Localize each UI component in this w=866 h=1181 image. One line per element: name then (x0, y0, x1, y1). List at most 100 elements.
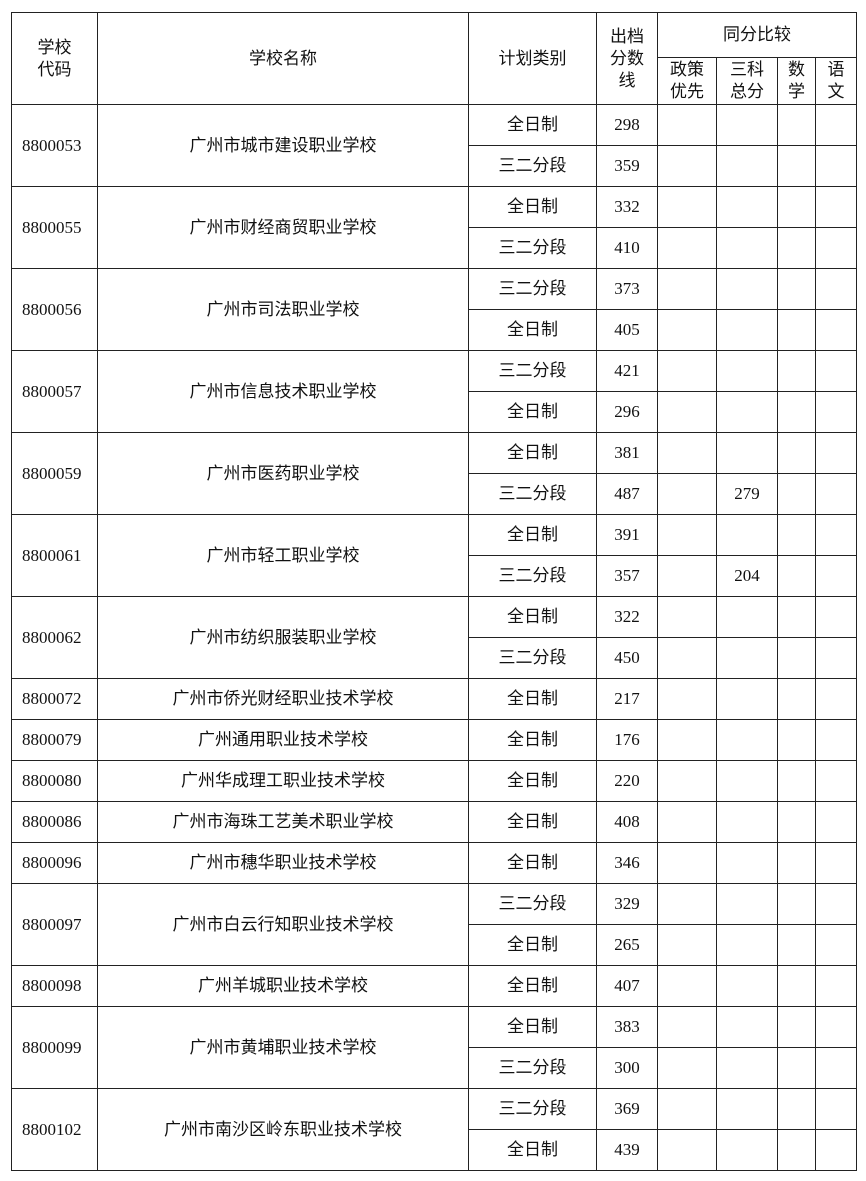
school-name: 广州市白云行知职业技术学校 (97, 883, 469, 966)
plan-type: 全日制 (468, 760, 597, 802)
header-chinese: 语文 (815, 57, 857, 105)
cutoff-score: 383 (596, 1006, 658, 1048)
chinese-score (815, 391, 857, 433)
school-name: 广州羊城职业技术学校 (97, 965, 469, 1007)
policy-priority (657, 842, 717, 884)
three-subject-total (716, 1088, 778, 1130)
policy-priority (657, 309, 717, 351)
school-name: 广州市南沙区岭东职业技术学校 (97, 1088, 469, 1171)
chinese-score (815, 760, 857, 802)
table-row: 8800053 广州市城市建设职业学校 全日制 298 (11, 104, 857, 187)
math-score (777, 719, 816, 761)
policy-priority (657, 391, 717, 433)
chinese-score (815, 719, 857, 761)
three-subject-total: 204 (716, 555, 778, 597)
table-row: 三二分段 357 204 (12, 555, 857, 597)
table-row: 8800062 广州市纺织服装职业学校 全日制 322 (11, 596, 857, 679)
policy-priority (657, 719, 717, 761)
math-score (777, 227, 816, 269)
three-subject-total (716, 391, 778, 433)
chinese-score (815, 1129, 857, 1171)
cutoff-score: 381 (596, 432, 658, 474)
policy-priority (657, 350, 717, 392)
math-score (777, 965, 816, 1007)
table-row: 8800072 广州市侨光财经职业技术学校 全日制 217 (11, 678, 857, 720)
cutoff-score: 296 (596, 391, 658, 433)
table-row: 8800096 广州市穗华职业技术学校 全日制 346 (11, 842, 857, 884)
school-code: 8800098 (11, 965, 98, 1007)
plan-type: 三二分段 (468, 145, 597, 187)
cutoff-score: 176 (596, 719, 658, 761)
plan-type: 三二分段 (468, 1047, 597, 1089)
math-score (777, 924, 816, 966)
three-subject-total (716, 227, 778, 269)
header-school-code-label: 学校代码 (37, 37, 72, 79)
cutoff-score: 373 (596, 268, 658, 310)
table-row: 8800098 广州羊城职业技术学校 全日制 407 (11, 965, 857, 1007)
cutoff-score: 391 (596, 514, 658, 556)
school-code: 8800055 (11, 186, 98, 269)
policy-priority (657, 1129, 717, 1171)
header-tie-compare: 同分比较 (657, 12, 857, 58)
cutoff-score: 421 (596, 350, 658, 392)
three-subject-total (716, 350, 778, 392)
header-math: 数学 (777, 57, 816, 105)
school-name: 广州市海珠工艺美术职业学校 (97, 801, 469, 843)
math-score (777, 391, 816, 433)
school-name: 广州市信息技术职业学校 (97, 350, 469, 433)
cutoff-score: 410 (596, 227, 658, 269)
table-row: 三二分段 450 (12, 637, 857, 679)
cutoff-score: 329 (596, 883, 658, 925)
chinese-score (815, 555, 857, 597)
header-plan-type: 计划类别 (468, 12, 597, 105)
school-code: 8800056 (11, 268, 98, 351)
chinese-score (815, 842, 857, 884)
plan-type: 三二分段 (468, 883, 597, 925)
cutoff-score: 298 (596, 104, 658, 146)
table-row: 三二分段 487 279 (12, 473, 857, 515)
three-subject-total (716, 145, 778, 187)
cutoff-score: 407 (596, 965, 658, 1007)
math-score (777, 842, 816, 884)
chinese-score (815, 801, 857, 843)
three-subject-total (716, 1006, 778, 1048)
math-score (777, 186, 816, 228)
chinese-score (815, 350, 857, 392)
school-code: 8800061 (11, 514, 98, 597)
cutoff-score: 346 (596, 842, 658, 884)
chinese-score (815, 473, 857, 515)
school-code: 8800057 (11, 350, 98, 433)
chinese-score (815, 268, 857, 310)
cutoff-score: 217 (596, 678, 658, 720)
school-name: 广州市纺织服装职业学校 (97, 596, 469, 679)
cutoff-score: 357 (596, 555, 658, 597)
chinese-score (815, 104, 857, 146)
school-name: 广州市医药职业学校 (97, 432, 469, 515)
chinese-score (815, 227, 857, 269)
three-subject-total (716, 842, 778, 884)
policy-priority (657, 432, 717, 474)
cutoff-score: 439 (596, 1129, 658, 1171)
math-score (777, 801, 816, 843)
chinese-score (815, 883, 857, 925)
school-name: 广州市轻工职业学校 (97, 514, 469, 597)
math-score (777, 473, 816, 515)
math-score (777, 760, 816, 802)
school-code: 8800053 (11, 104, 98, 187)
plan-type: 全日制 (468, 104, 597, 146)
three-subject-total (716, 186, 778, 228)
chinese-score (815, 924, 857, 966)
three-subject-total (716, 678, 778, 720)
math-score (777, 432, 816, 474)
chinese-score (815, 186, 857, 228)
three-subject-total (716, 719, 778, 761)
cutoff-score: 332 (596, 186, 658, 228)
table-row: 8800080 广州华成理工职业技术学校 全日制 220 (11, 760, 857, 802)
table-row: 全日制 265 (12, 924, 857, 966)
school-code: 8800059 (11, 432, 98, 515)
plan-type: 三二分段 (468, 268, 597, 310)
plan-type: 三二分段 (468, 227, 597, 269)
header-school-code: 学校代码 (11, 12, 98, 105)
policy-priority (657, 1088, 717, 1130)
policy-priority (657, 801, 717, 843)
